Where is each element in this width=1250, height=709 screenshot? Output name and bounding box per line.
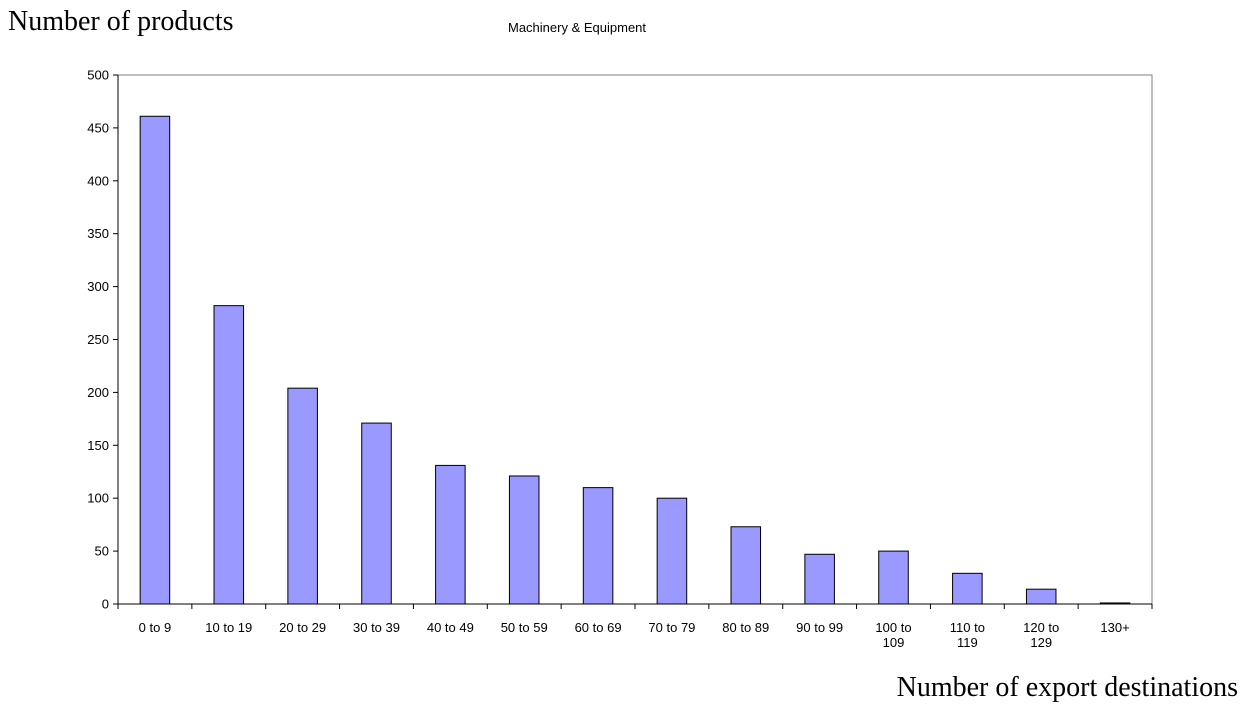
bars	[139, 115, 1131, 605]
y-tick-label: 50	[95, 544, 109, 559]
bar	[730, 526, 762, 605]
y-axis: 0 50 100 150 200 250 300 350 400 450 500	[87, 68, 119, 612]
y-tick-label: 100	[87, 491, 109, 506]
bar	[582, 487, 614, 605]
y-tick-label: 350	[87, 226, 109, 241]
bar	[435, 464, 466, 605]
bar	[508, 475, 540, 605]
bar	[1099, 602, 1131, 605]
x-tick-label: 60 to 69	[575, 620, 622, 635]
chart-title: Machinery & Equipment	[508, 20, 647, 35]
y-tick-label: 300	[87, 279, 109, 294]
y-tick-label: 400	[87, 173, 109, 188]
y-tick-label: 200	[87, 385, 109, 400]
x-tick-label: 20 to 29	[279, 620, 326, 635]
bar	[139, 115, 171, 605]
bar	[361, 422, 392, 605]
x-tick-label: 100 to 109	[875, 620, 911, 650]
x-tick-label: 130+	[1100, 620, 1129, 635]
bar	[213, 305, 245, 605]
x-tick-label: 120 to 129	[1023, 620, 1059, 650]
plot-area-frame	[117, 74, 1153, 605]
bar	[287, 387, 318, 605]
bar	[878, 550, 909, 605]
x-tick-label: 50 to 59	[501, 620, 548, 635]
x-tick-label: 70 to 79	[648, 620, 695, 635]
y-tick-label: 500	[87, 68, 109, 83]
x-tick-label: 30 to 39	[353, 620, 400, 635]
x-tick-label: 90 to 99	[796, 620, 843, 635]
bar	[1025, 588, 1057, 605]
x-tick-label: 0 to 9	[139, 620, 172, 635]
x-axis-title: Number of export destinations	[896, 672, 1238, 703]
x-tick-label: 40 to 49	[427, 620, 474, 635]
y-tick-label: 250	[87, 332, 109, 347]
y-tick-label: 450	[87, 120, 109, 135]
x-tick-label: 10 to 19	[205, 620, 252, 635]
bar	[804, 553, 835, 605]
bar	[952, 572, 983, 605]
y-tick-label: 150	[87, 438, 109, 453]
y-axis-title: Number of products	[8, 6, 234, 37]
x-tick-label: 110 to 119	[950, 620, 985, 650]
x-tick-label: 80 to 89	[722, 620, 769, 635]
y-tick-label: 0	[102, 597, 109, 612]
x-axis: 0 to 9 10 to 19 20 to 29 30 to 39 40 to 49 50…	[117, 603, 1153, 650]
bar	[656, 497, 688, 605]
